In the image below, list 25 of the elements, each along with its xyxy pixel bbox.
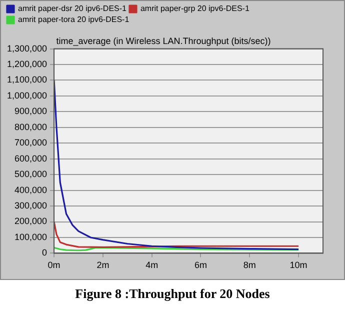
legend-label: amrit paper-tora 20 ipv6-DES-1: [18, 15, 130, 24]
y-tick-label: 1,300,000: [6, 43, 48, 54]
x-tick-label: 0m: [48, 260, 60, 270]
y-tick-label: 300,000: [14, 200, 48, 211]
y-tick-label: 100,000: [14, 232, 48, 242]
legend-label: amrit paper-grp 20 ipv6-DES-1: [140, 4, 250, 14]
y-tick-label: 500,000: [14, 169, 48, 180]
x-tick-label: 10m: [290, 260, 308, 270]
legend-label: amrit paper-dsr 20 ipv6-DES-1: [18, 4, 128, 14]
y-tick-label: 700,000: [14, 138, 48, 148]
y-tick-label: 200,000: [14, 216, 48, 226]
y-tick-label: 600,000: [14, 153, 48, 164]
caption: Figure 8 :Throughput for 20 Nodes: [74, 286, 271, 302]
y-tick-label: 1,100,000: [6, 74, 48, 85]
y-tick-label: 1,000,000: [6, 90, 48, 100]
y-tick-label: 800,000: [14, 122, 48, 132]
y-tick-label: 1,200,000: [6, 59, 48, 70]
y-tick-label: 900,000: [14, 106, 48, 116]
y-tick-label: 0: [42, 248, 48, 258]
chart-title: time_average (in Wireless LAN.Throughput (bits/sec)): [56, 36, 271, 46]
x-tick-label: 4m: [146, 260, 158, 270]
x-tick-label: 6m: [194, 260, 208, 270]
x-tick-label: 8m: [243, 260, 256, 270]
y-tick-label: 400,000: [14, 184, 48, 195]
x-tick-label: 2m: [96, 260, 110, 270]
